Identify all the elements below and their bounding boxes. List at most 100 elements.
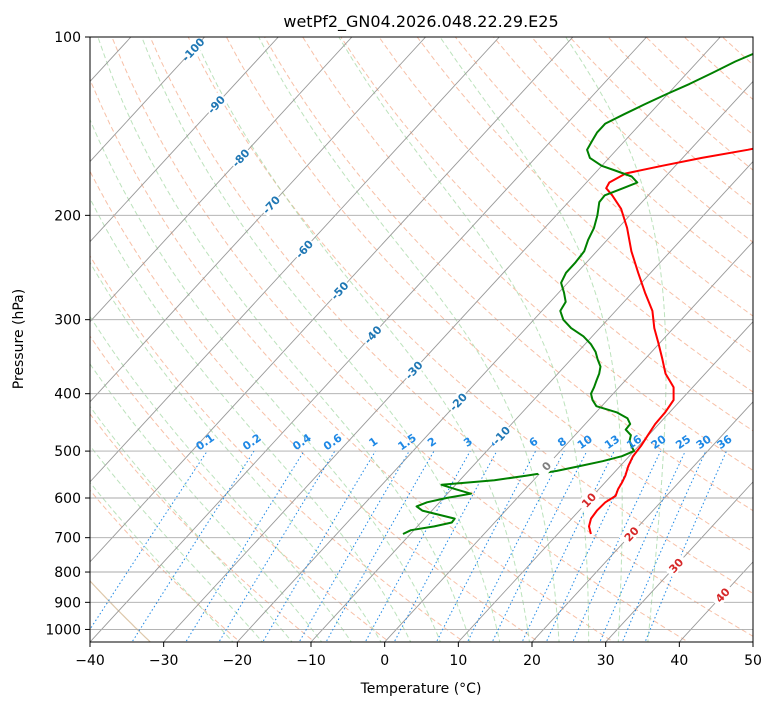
moist-adiabat-line [90,197,412,642]
plot-frame [89,36,754,643]
x-tick-label: 30 [597,653,615,669]
mixing-ratio-label: 1.5 [395,431,418,453]
y-tick-label: 700 [54,531,81,547]
dry-adiabat-line [225,37,753,553]
mixing-ratio-label: 2 [425,435,439,450]
isotherm-label-bg [401,357,426,383]
isotherm-line [236,80,753,642]
profile-lines [402,52,753,535]
mixing-ratio-line [572,450,662,642]
mixing-ratio-line [491,450,588,642]
mixing-ratio-label: 3 [461,435,475,450]
temperature-profile-line [588,147,753,535]
x-tick-label: 20 [523,653,541,669]
isotherm-line [90,37,574,563]
isotherm-label: -100 [179,35,208,64]
outer-adiabat-line [0,37,56,644]
moist-adiabat-line [90,405,293,642]
mixing-ratio-line [218,450,336,642]
isotherm-line [90,37,279,243]
isotherm-line [310,160,753,642]
moist-adiabat-line [90,315,352,642]
isotherm-line [384,241,753,642]
isotherm-line [531,401,753,642]
mixing-ratio-line [90,450,208,631]
mixing-ratio-label: 1 [367,435,381,450]
mixing-ratio-line [393,450,498,642]
mixing-ratio-line [435,450,537,642]
mixing-ratio-line [298,450,410,642]
dry-adiabat-line [683,37,753,101]
moist-adiabat-line [90,118,441,642]
x-axis-ticks: −40 −30 −20 −10 0 10 20 30 40 50 [75,642,762,669]
y-tick-label: 1000 [45,622,81,638]
isotherm-label-bg [291,236,317,262]
mixing-ratio-line [185,450,305,642]
mixing-ratio-line [521,450,615,642]
isotherm-label-bg [576,487,601,513]
moist-adiabat-line [565,37,667,642]
isotherm-line [0,37,57,642]
dry-adiabat-line [264,37,753,512]
mixing-ratio-label: 8 [555,435,569,450]
x-tick-label: 50 [744,653,762,669]
x-tick-label: 10 [449,653,467,669]
y-axis-ticks: 1000 900 800 700 600 500 400 300 200 100 [45,30,90,638]
y-axis-label: Pressure (hPa) [11,289,27,389]
mixing-ratio-line [262,450,376,642]
x-tick-label: −20 [223,653,253,669]
x-tick-label: −10 [296,653,326,669]
moist-adiabat-line [90,363,323,642]
isotherm-label-bg [488,422,514,448]
isotherm-line [90,37,205,163]
mixing-ratio-line [621,450,707,642]
mixing-ratio-label: 25 [673,433,693,452]
mixing-ratio-label: 0.2 [240,431,263,453]
dry-adiabat-line [111,37,690,642]
mixing-ratio-label: 6 [527,435,541,450]
isotherm-label-bg [180,37,205,62]
isotherm-label-bg [709,582,735,608]
dry-adiabat-line [454,37,753,317]
chart-title: wetPf2_GN04.2026.048.22.29.E25 [283,12,558,32]
dry-adiabat-line [378,37,753,393]
y-tick-label: 500 [54,444,81,460]
mixing-ratio-line [599,450,686,642]
isotherm-label-bg [360,321,385,347]
isotherm-label-bg [326,277,352,303]
isotherm-line [678,561,753,642]
mixing-ratio-line [466,450,565,642]
mixing-ratio-label: 36 [714,432,734,452]
y-tick-label: 200 [54,208,81,224]
x-tick-label: 40 [670,653,688,669]
dry-adiabat-line [607,37,753,171]
isotherm-label-bg [663,552,688,578]
mixing-ratio-label: 0.6 [321,431,345,453]
isotherm-line [605,481,753,642]
isotherm-label-bg [445,389,471,415]
y-tick-label: 600 [54,491,81,507]
x-tick-label: −30 [149,653,179,669]
isotherm-line [90,37,500,483]
x-tick-label: 0 [380,653,389,669]
dry-adiabat-line [531,37,753,243]
x-axis-label: Temperature (°C) [360,681,482,697]
dry-adiabat-line [416,37,753,355]
dry-adiabat-line [722,37,753,66]
y-tick-label: 900 [54,595,81,611]
moist-adiabat-line [90,481,234,642]
dry-adiabat-line [90,489,241,642]
dry-adiabat-line [302,37,753,471]
mixing-ratio-label: 0.4 [290,431,314,453]
mixing-ratio-label: 13 [602,433,622,452]
isotherm-label-bg [203,91,229,117]
mixing-ratio-label: 10 [575,432,595,452]
y-tick-label: 100 [54,30,81,46]
moist-adiabat-line [90,444,264,642]
dry-adiabat-line [149,37,753,637]
isotherm-line [457,321,753,642]
y-tick-label: 300 [54,313,81,329]
moist-adiabat-line [141,37,501,642]
dry-adiabat-line [340,37,753,432]
